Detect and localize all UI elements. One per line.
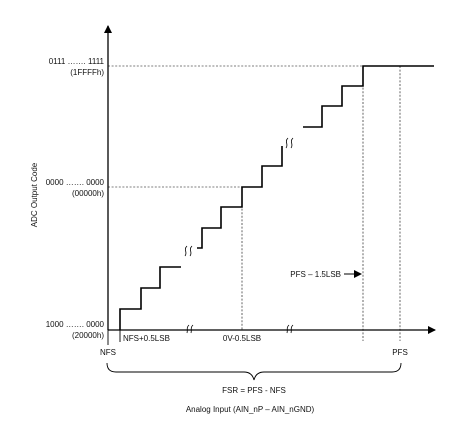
x-label-nfs-half-lsb: NFS+0.5LSB bbox=[123, 334, 170, 343]
x-label-nfs: NFS bbox=[100, 348, 116, 357]
y-label-top-hex: (1FFFFh) bbox=[70, 68, 104, 77]
y-label-bottom-hex: (20000h) bbox=[72, 331, 104, 340]
x-axis-break-2 bbox=[286, 324, 294, 334]
y-axis-title: ADC Output Code bbox=[30, 162, 39, 227]
transfer-staircase bbox=[119, 65, 434, 330]
x-axis-title: Analog Input (AIN_nP – AIN_nGND) bbox=[186, 405, 315, 414]
y-label-top-code: 0111 ……. 1111 bbox=[49, 57, 105, 66]
staircase-break-1 bbox=[184, 245, 193, 257]
y-label-mid-code: 0000 ……. 0000 bbox=[46, 178, 105, 187]
y-label-mid-hex: (00000h) bbox=[72, 189, 104, 198]
x-label-pfs: PFS bbox=[392, 348, 408, 357]
pfs-lsb-label: PFS – 1.5LSB bbox=[290, 270, 341, 279]
fsr-brace bbox=[106, 362, 402, 381]
x-axis-break-1 bbox=[186, 324, 194, 334]
staircase-break-2 bbox=[285, 137, 294, 149]
y-label-bottom-code: 1000 ……. 0000 bbox=[46, 320, 105, 329]
x-label-zero-half-lsb: 0V-0.5LSB bbox=[223, 334, 261, 343]
fsr-label: FSR = PFS - NFS bbox=[222, 386, 286, 395]
